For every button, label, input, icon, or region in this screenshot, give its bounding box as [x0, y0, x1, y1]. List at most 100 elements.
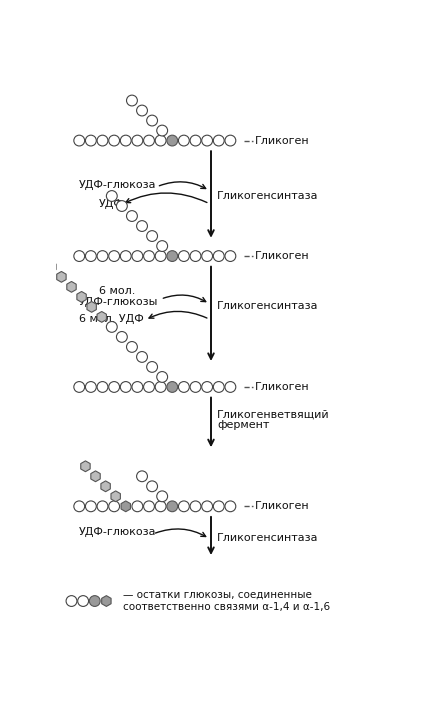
Polygon shape [111, 491, 121, 502]
Circle shape [126, 211, 138, 221]
Circle shape [146, 115, 158, 126]
Circle shape [143, 251, 155, 262]
Polygon shape [67, 281, 76, 292]
Circle shape [157, 240, 168, 252]
Circle shape [167, 501, 178, 512]
Circle shape [137, 105, 147, 116]
Circle shape [190, 135, 201, 146]
Circle shape [146, 361, 158, 373]
Circle shape [167, 382, 178, 392]
Circle shape [137, 471, 147, 482]
Circle shape [89, 595, 100, 607]
Circle shape [178, 251, 190, 262]
Circle shape [143, 501, 155, 512]
Circle shape [157, 491, 168, 502]
Text: УДФ-глюкоза: УДФ-глюкоза [79, 527, 157, 537]
Circle shape [155, 501, 166, 512]
Circle shape [225, 501, 236, 512]
Circle shape [178, 382, 190, 392]
Polygon shape [57, 271, 66, 282]
Circle shape [213, 251, 224, 262]
Text: Гликоген: Гликоген [254, 382, 309, 392]
Circle shape [86, 501, 96, 512]
Circle shape [143, 382, 155, 392]
Text: УДФ-глюкозы: УДФ-глюкозы [79, 297, 159, 307]
Polygon shape [101, 481, 110, 491]
Circle shape [146, 481, 158, 491]
Text: Гликогенсинтаза: Гликогенсинтаза [217, 533, 319, 543]
Circle shape [97, 501, 108, 512]
Circle shape [121, 135, 131, 146]
Circle shape [74, 501, 85, 512]
Circle shape [106, 321, 117, 333]
Circle shape [155, 135, 166, 146]
Polygon shape [97, 311, 107, 322]
Text: фермент: фермент [217, 420, 270, 430]
Circle shape [190, 251, 201, 262]
Circle shape [109, 251, 120, 262]
Text: Гликогенсинтаза: Гликогенсинтаза [217, 301, 319, 311]
Polygon shape [102, 595, 111, 607]
Circle shape [213, 501, 224, 512]
Circle shape [106, 191, 117, 201]
Text: соответственно связями α-1,4 и α-1,6: соответственно связями α-1,4 и α-1,6 [123, 602, 330, 612]
Circle shape [132, 382, 143, 392]
Circle shape [167, 251, 178, 262]
Text: Гликоген: Гликоген [254, 501, 309, 511]
Circle shape [78, 595, 89, 607]
Circle shape [126, 342, 138, 352]
Circle shape [74, 251, 85, 262]
Circle shape [137, 352, 147, 362]
Circle shape [225, 382, 236, 392]
Circle shape [86, 251, 96, 262]
Text: Гликогенветвящий: Гликогенветвящий [217, 410, 330, 420]
Circle shape [121, 382, 131, 392]
Circle shape [132, 135, 143, 146]
Circle shape [97, 251, 108, 262]
Text: УДФ: УДФ [99, 199, 124, 209]
Polygon shape [121, 501, 130, 512]
Circle shape [178, 501, 190, 512]
Circle shape [225, 251, 236, 262]
Circle shape [74, 135, 85, 146]
Text: Гликоген: Гликоген [254, 251, 309, 261]
Circle shape [190, 382, 201, 392]
Text: Гликоген: Гликоген [254, 136, 309, 146]
Circle shape [155, 382, 166, 392]
Circle shape [167, 135, 178, 146]
Polygon shape [77, 292, 86, 302]
Circle shape [225, 135, 236, 146]
Text: Гликогенсинтаза: Гликогенсинтаза [217, 191, 319, 201]
Circle shape [213, 135, 224, 146]
Circle shape [157, 372, 168, 382]
Polygon shape [91, 471, 100, 482]
Circle shape [86, 382, 96, 392]
Circle shape [202, 135, 212, 146]
Circle shape [66, 595, 77, 607]
Circle shape [109, 135, 120, 146]
Circle shape [116, 200, 127, 212]
Circle shape [74, 382, 85, 392]
Circle shape [109, 501, 120, 512]
Circle shape [86, 135, 96, 146]
Circle shape [132, 251, 143, 262]
Text: 6 мол.: 6 мол. [99, 285, 135, 296]
Circle shape [155, 251, 166, 262]
Text: УДФ-глюкоза: УДФ-глюкоза [79, 180, 157, 191]
Circle shape [146, 231, 158, 241]
Circle shape [202, 382, 212, 392]
Circle shape [126, 95, 138, 106]
Circle shape [202, 251, 212, 262]
Polygon shape [87, 302, 96, 312]
Text: — остатки глюкозы, соединенные: — остатки глюкозы, соединенные [123, 590, 311, 600]
Circle shape [97, 135, 108, 146]
Polygon shape [81, 461, 90, 472]
Circle shape [202, 501, 212, 512]
Circle shape [109, 382, 120, 392]
Polygon shape [47, 262, 56, 272]
Circle shape [116, 332, 127, 342]
Text: 6 мол. УДФ: 6 мол. УДФ [79, 314, 144, 324]
Circle shape [143, 135, 155, 146]
Circle shape [132, 501, 143, 512]
Circle shape [157, 125, 168, 136]
